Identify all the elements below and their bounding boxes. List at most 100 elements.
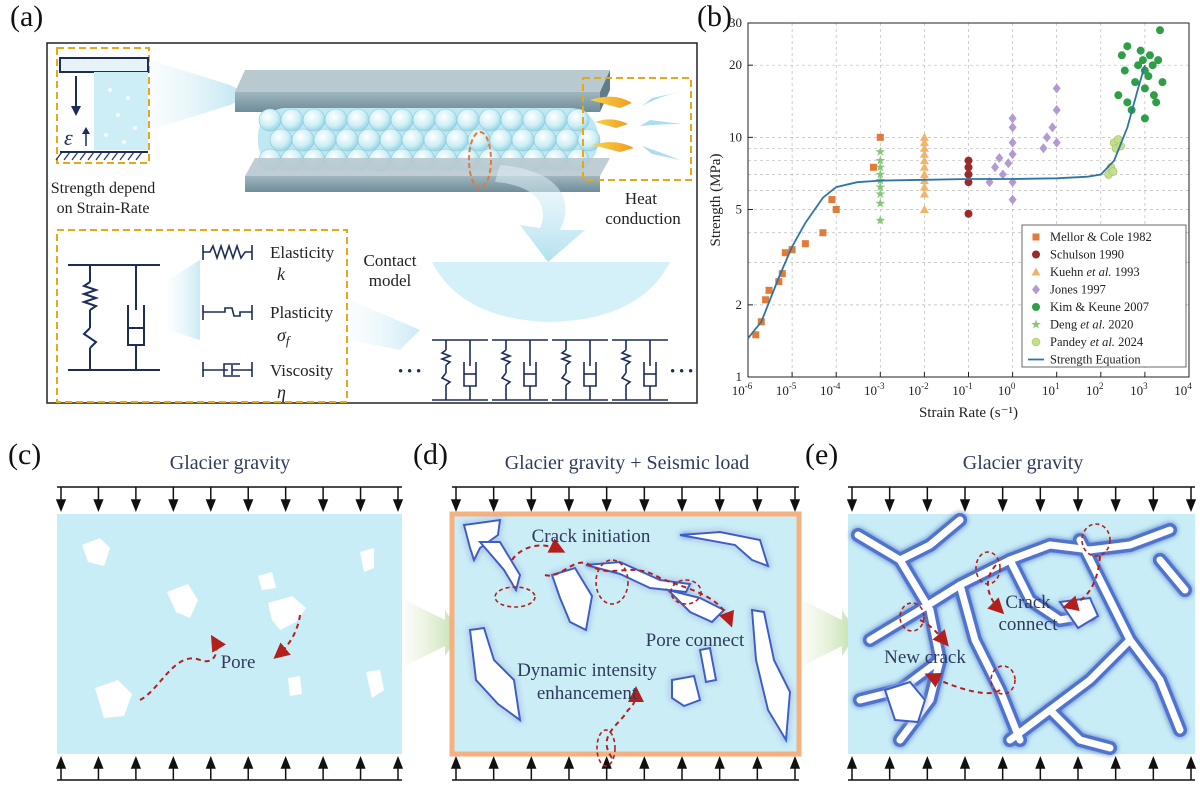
y-tick-label: 5: [736, 201, 743, 216]
down-load-arrow-icon: [280, 499, 291, 513]
data-point: [1140, 84, 1149, 93]
data-point: [1032, 250, 1040, 259]
data-point: [1031, 337, 1041, 347]
transition-arrow-2: [802, 600, 857, 666]
y-tick-label: 10: [729, 129, 742, 144]
heat-text-1: Heat: [625, 189, 657, 208]
down-load-arrow-icon: [55, 499, 67, 513]
up-load-arrow-icon: [450, 755, 462, 769]
heat-text-2: conduction: [605, 209, 681, 228]
down-load-arrow-icon: [789, 499, 801, 513]
data-point: [964, 163, 973, 172]
x-tick-label: 10-3: [864, 381, 885, 398]
x-tick-label: 104: [1174, 381, 1192, 398]
data-point: [875, 189, 886, 199]
down-load-arrow-icon: [639, 499, 650, 513]
down-load-arrow-icon: [922, 499, 933, 513]
data-point: [819, 229, 827, 237]
data-point: [801, 240, 809, 248]
series-schulson-1990: [964, 156, 973, 218]
down-load-arrow-icon: [355, 499, 366, 513]
data-point: [875, 182, 886, 192]
data-point: [919, 149, 929, 158]
elasticity-label: Elasticity: [270, 243, 335, 262]
down-load-arrow-icon: [93, 499, 104, 513]
x-tick-label: 101: [1042, 381, 1060, 398]
down-load-arrow-icon: [318, 499, 329, 513]
series-kim-keune-2007: [1114, 26, 1167, 123]
dynamic-label-2: enhancement: [537, 683, 638, 704]
up-load-arrow-icon: [997, 755, 1008, 769]
data-point: [875, 215, 886, 225]
crack-connect-2: connect: [998, 614, 1058, 635]
plasticity-label: Plasticity: [270, 303, 334, 322]
down-load-arrow-icon: [1110, 499, 1121, 513]
data-point: [875, 169, 886, 179]
legend-label: Jones 1997: [1050, 283, 1106, 297]
data-point: [1052, 105, 1061, 116]
down-load-arrow-icon: [1185, 499, 1197, 513]
panel-c-title: Glacier gravity: [169, 452, 291, 474]
down-load-arrow-icon: [392, 499, 404, 513]
strength-text-1: Strength depend: [51, 180, 155, 197]
series-deng-et-al-2020: [875, 146, 886, 225]
down-load-arrow-icon: [205, 499, 216, 513]
panel-a-diagram: ε Strength depend on Strain-Rate Heat co…: [46, 42, 698, 404]
strength-chart: 10-6 10-5 10-4 10-3 10-2 10-1 100 101 102 103 1041…: [708, 15, 1192, 421]
data-point: [781, 249, 789, 257]
series-pandey-et-al-2024: [1104, 135, 1125, 179]
down-arrow-icon: [71, 106, 81, 116]
crack-connect-1: Crack: [1005, 592, 1051, 613]
data-point: [1008, 122, 1017, 133]
up-load-arrow-icon: [280, 755, 291, 769]
y-tick-label: 2: [736, 297, 743, 312]
data-point: [1004, 158, 1013, 169]
data-point: [875, 162, 886, 172]
x-tick-label: 10-4: [820, 381, 841, 398]
panel-e-title: Glacier gravity: [962, 452, 1084, 474]
x-axis-label: Strain Rate (s⁻¹): [919, 405, 1018, 421]
down-load-arrow-icon: [130, 499, 141, 513]
ellipsis-left: • • •: [398, 364, 421, 380]
ice-specimen: [94, 72, 148, 150]
x-tick-label: 103: [1130, 381, 1148, 398]
y-tick-label: 30: [729, 15, 742, 30]
down-load-arrow-icon: [601, 499, 612, 513]
legend-label: Strength Equation: [1050, 353, 1141, 367]
data-point: [998, 169, 1007, 180]
contact-arrow: [495, 165, 585, 262]
data-point: [1008, 113, 1017, 124]
up-load-arrow-icon: [1072, 755, 1084, 769]
x-tick-label: 10-1: [952, 381, 973, 398]
data-point: [1052, 83, 1061, 94]
up-load-arrow-icon: [714, 755, 725, 769]
heat-inset-box: [582, 77, 692, 181]
data-point: [919, 143, 929, 152]
spring-icon: [202, 243, 253, 261]
data-point: [1108, 167, 1118, 176]
up-load-arrow-icon: [168, 755, 179, 769]
down-load-arrow-icon: [526, 499, 537, 513]
data-point: [788, 246, 796, 254]
up-load-arrow-icon: [243, 755, 254, 769]
data-point: [1120, 66, 1129, 75]
data-point: [875, 155, 886, 165]
data-point: [919, 162, 929, 171]
legend-label: Kuehn et al. 1993: [1050, 265, 1140, 279]
panel-d-ice: [449, 511, 802, 757]
up-load-arrow-icon: [93, 755, 104, 769]
up-load-arrow-icon: [355, 755, 366, 769]
down-load-arrow-icon: [714, 499, 725, 513]
data-point: [1031, 319, 1041, 329]
legend-label: Mellor & Cole 1982: [1050, 230, 1152, 244]
up-load-arrow-icon: [676, 755, 688, 769]
contact-model-2: model: [369, 271, 412, 290]
up-load-arrow-icon: [563, 755, 575, 769]
down-load-arrow-icon: [1035, 499, 1046, 513]
legend-label: Kim & Keune 2007: [1050, 300, 1149, 314]
data-point: [1145, 51, 1154, 60]
data-point: [995, 152, 1004, 163]
legend-label: Schulson 1990: [1050, 248, 1124, 262]
y-axis-label: Strength (MPa): [708, 154, 724, 247]
data-point: [1008, 149, 1017, 160]
